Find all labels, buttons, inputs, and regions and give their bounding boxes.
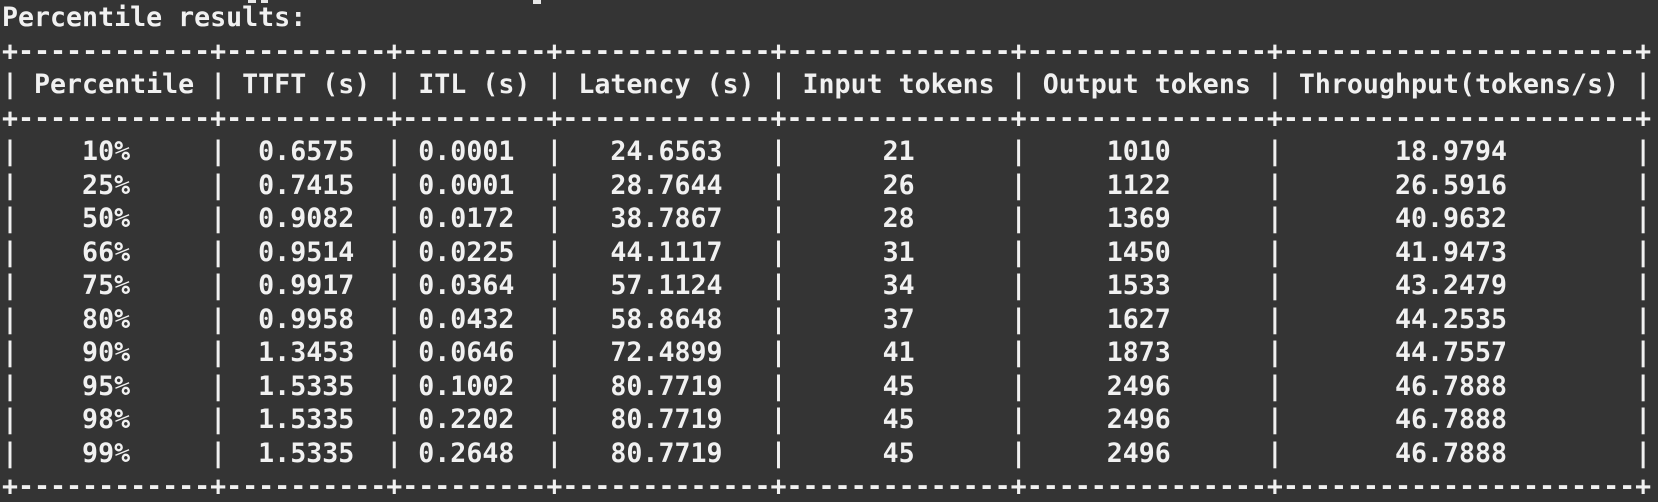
percentile-table: +------------+----------+---------+-----… xyxy=(2,35,1652,502)
clipped-prev-line-artifact xyxy=(248,0,256,3)
clipped-prev-line-artifact xyxy=(533,0,541,4)
percentile-results-label: Percentile results: xyxy=(2,2,307,33)
clipped-prev-line-artifact xyxy=(261,0,268,3)
